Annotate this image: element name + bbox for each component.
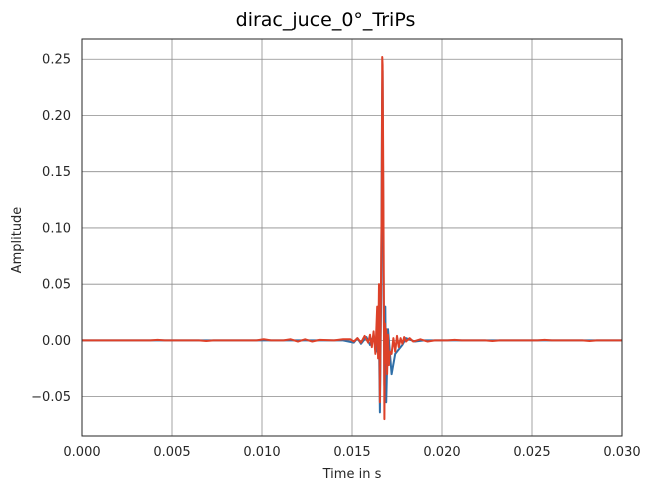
x-tick-label: 0.000 xyxy=(63,445,100,460)
x-tick-label: 0.015 xyxy=(333,445,370,460)
y-tick-label: 0.20 xyxy=(42,109,71,124)
y-tick-label: 0.25 xyxy=(42,53,71,68)
y-tick-label: 0.00 xyxy=(42,334,71,349)
y-tick-label: 0.10 xyxy=(42,221,71,236)
plot-frame xyxy=(81,38,623,437)
x-axis-label: Time in s xyxy=(322,467,382,482)
x-tick-label: 0.030 xyxy=(603,445,640,460)
x-tick-label: 0.020 xyxy=(423,445,460,460)
y-tick-label: 0.15 xyxy=(42,165,71,180)
grid-lines xyxy=(81,39,623,436)
series-layer xyxy=(82,55,622,421)
x-tick-label: 0.005 xyxy=(153,445,190,460)
series-line-1 xyxy=(82,55,622,421)
y-axis-ticks: −0.05 0.00 0.05 0.10 0.15 0.20 0.25 xyxy=(31,53,71,405)
y-tick-label: −0.05 xyxy=(31,390,71,405)
x-tick-label: 0.010 xyxy=(243,445,280,460)
chart-title: dirac_juce_0°_TriPs xyxy=(236,9,416,31)
y-axis-label: Amplitude xyxy=(10,207,25,274)
y-tick-label: 0.05 xyxy=(42,278,71,293)
x-axis-ticks: 0.000 0.005 0.010 0.015 0.020 0.025 0.030 xyxy=(63,445,640,460)
x-tick-label: 0.025 xyxy=(513,445,550,460)
